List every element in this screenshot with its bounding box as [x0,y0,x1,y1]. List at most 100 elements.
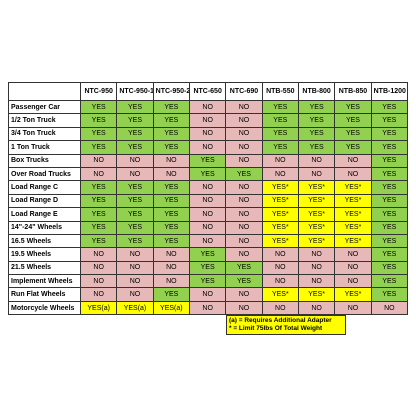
cell: YES [116,220,154,235]
cell: YES [370,220,409,235]
cell: YES [188,166,227,182]
cell: YES [79,207,118,222]
row-label: 1 Ton Truck [8,140,81,155]
cell: YES [152,180,190,195]
column-header: NTC-650 [188,82,227,101]
table-row: Over Road Trucks NO NO NO YES YES NO NO NO YES [8,166,409,182]
table-row: Run Flat Wheels NO NO YES NO NO YES* YES* YES* YE… [8,287,409,302]
cell: YES [79,126,118,142]
cell: YES [370,166,409,182]
cell: YES [370,193,409,209]
cell: YES [79,113,118,128]
table-row: 19.5 Wheels NO NO NO YES NO NO NO NO YES [8,247,409,262]
compatibility-table: NTC-950 NTC-950-1 NTC-950-2 NTC-650 NTC-690 N… [8,82,409,316]
cell: NO [225,207,263,222]
cell: YES* [261,220,299,235]
cell: NO [297,260,336,276]
cell: YES [116,126,154,142]
cell: YES [225,166,263,182]
cell: NO [334,300,372,316]
row-label: 19.5 Wheels [8,247,81,262]
cell: NO [116,274,154,289]
cell: YES [188,153,227,168]
cell: YES [370,247,409,262]
column-header: NTB-850 [334,82,372,101]
cell: YES [79,99,118,115]
cell: NO [225,220,263,235]
row-label: Box Trucks [8,153,81,168]
cell: YES* [334,233,372,249]
table-row: 14"-24" Wheels YES YES YES NO NO YES* YES* YES* Y… [8,220,409,235]
cell: YES [297,113,336,128]
cell: YES [152,140,190,155]
row-label: 1/2 Ton Truck [8,113,81,128]
cell: NO [261,166,299,182]
cell: YES* [261,287,299,302]
cell: YES [116,180,154,195]
cell: YES [334,126,372,142]
cell: NO [334,247,372,262]
table-row: Motorcycle Wheels YES(a) YES(a) YES(a) NO NO N… [8,300,409,316]
cell: NO [334,274,372,289]
cell: YES* [297,220,336,235]
row-label: Passenger Car [8,99,81,115]
cell: YES [370,126,409,142]
cell: NO [188,193,227,209]
cell: YES [152,193,190,209]
cell: YES* [297,233,336,249]
cell: NO [188,180,227,195]
cell: YES [370,274,409,289]
cell: NO [297,274,336,289]
cell: YES [261,99,299,115]
cell: NO [116,247,154,262]
cell: YES [152,113,190,128]
cell: YES [370,207,409,222]
cell: NO [261,300,299,316]
column-header: NTB-800 [297,82,336,101]
cell: NO [297,247,336,262]
table-row: Load Range E YES YES YES NO NO YES* YES* YES* YES [8,207,409,222]
cell: YES [79,180,118,195]
cell: YES [370,233,409,249]
table-row: 1 Ton Truck YES YES YES NO NO YES YES YES YES [8,140,409,155]
row-label: 14"-24" Wheels [8,220,81,235]
table-row: 1/2 Ton Truck YES YES YES NO NO YES YES YES YES [8,113,409,128]
cell: NO [225,233,263,249]
note: * = Limit 75lbs Of Total Weight [229,325,323,332]
header-row: NTC-950 NTC-950-1 NTC-950-2 NTC-650 NTC-690 N… [8,82,409,101]
corner-cell [8,82,81,101]
cell: NO [79,274,118,289]
row-label: Load Range E [8,207,81,222]
cell: NO [188,207,227,222]
row-label: Load Range D [8,193,81,209]
cell: YES* [334,180,372,195]
cell: YES [334,113,372,128]
cell: NO [225,247,263,262]
row-label: 16.5 Wheels [8,233,81,249]
cell: NO [188,220,227,235]
table-row: 3/4 Ton Truck YES YES YES NO NO YES YES YES YES [8,126,409,142]
row-label: 3/4 Ton Truck [8,126,81,142]
cell: NO [225,300,263,316]
cell: NO [297,300,336,316]
cell: YES* [297,207,336,222]
table-row: Passenger Car YES YES YES NO NO YES YES YES YES [8,99,409,115]
cell: NO [116,166,154,182]
cell: NO [188,233,227,249]
row-label: Run Flat Wheels [8,287,81,302]
table-row: 16.5 Wheels YES YES YES NO NO YES* YES* YES* YES [8,233,409,249]
cell: YES [370,287,409,302]
cell: YES [116,99,154,115]
cell: NO [188,300,227,316]
cell: YES [370,140,409,155]
cell: YES* [334,287,372,302]
cell: YES [79,140,118,155]
column-header: NTC-950 [79,82,118,101]
note: (a) = Requires Additional Adapter [229,317,332,324]
cell: NO [225,153,263,168]
table-row: Load Range C YES YES YES NO NO YES* YES* YES* YES [8,180,409,195]
column-header: NTB-1200 [370,82,409,101]
cell: NO [79,247,118,262]
cell: NO [152,166,190,182]
table-row: Box Trucks NO NO NO YES NO NO NO NO YES [8,153,409,168]
